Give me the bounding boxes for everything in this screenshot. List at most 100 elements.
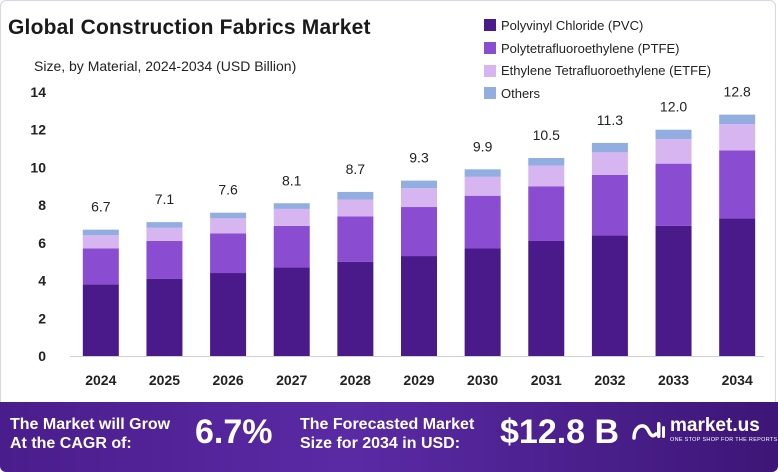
x-tick-label: 2032	[594, 372, 625, 388]
market-us-logo-icon	[632, 422, 665, 440]
summary-banner: The Market will Grow At the CAGR of: 6.7…	[0, 402, 778, 472]
y-tick-label: 10	[30, 159, 46, 175]
x-tick-label: 2031	[531, 372, 562, 388]
bar-segment-pvc	[719, 218, 756, 356]
bar-segment-pvc	[273, 267, 310, 356]
x-tick-label: 2025	[149, 372, 180, 388]
bar-segment-pvc	[146, 278, 183, 356]
forecast-label: The Forecasted Market Size for 2034 in U…	[300, 415, 474, 453]
y-tick-label: 8	[38, 197, 46, 213]
bar-total-label: 9.3	[409, 150, 429, 166]
forecast-value: $12.8 B	[500, 413, 620, 451]
legend-label-pvc: Polyvinyl Chloride (PVC)	[501, 17, 644, 33]
bar-segment-others	[528, 158, 565, 166]
legend-item-pvc: Polyvinyl Chloride (PVC)	[484, 14, 711, 37]
bar-segment-etfe	[210, 218, 247, 234]
cagr-label-line-2: At the CAGR of:	[10, 435, 132, 452]
brand: market.us ONE STOP SHOP FOR THE REPORTS	[630, 416, 778, 444]
x-tick-label: 2034	[722, 372, 753, 388]
bar-segment-etfe	[655, 139, 692, 164]
legend-label-etfe: Ethylene Tetrafluoroethylene (ETFE)	[501, 63, 712, 79]
bar-segment-pvc	[401, 256, 437, 356]
bar-total-label: 7.1	[155, 191, 175, 207]
cagr-value: 6.7%	[195, 413, 273, 451]
bar-segment-others	[401, 180, 437, 189]
chart-subtitle: Size, by Material, 2024-2034 (USD Billio…	[34, 58, 297, 74]
bar-total-label: 9.9	[473, 138, 493, 154]
bar-segment-pvc	[591, 235, 628, 356]
bar-total-label: 8.7	[346, 161, 366, 177]
bar-total-label: 8.1	[282, 172, 302, 188]
legend-item-etfe: Ethylene Tetrafluoroethylene (ETFE)	[484, 59, 711, 82]
legend-swatch-pvc	[484, 19, 496, 32]
brand-name: market.us	[670, 415, 760, 436]
y-tick-label: 14	[30, 84, 46, 100]
legend-swatch-ptfe	[484, 42, 496, 55]
bar-total-label: 12.0	[660, 99, 687, 115]
y-tick-label: 2	[38, 310, 46, 326]
bar-segment-pvc	[655, 225, 692, 356]
x-tick-label: 2029	[403, 372, 434, 388]
y-tick-label: 0	[38, 348, 46, 364]
forecast-label-line-1: The Forecasted Market	[300, 416, 475, 433]
bar-segment-others	[273, 203, 310, 209]
x-tick-label: 2024	[85, 372, 116, 388]
bar-segment-others	[146, 222, 183, 228]
bar-segment-others	[591, 142, 628, 153]
legend-item-others: Others	[484, 82, 711, 105]
bar-segment-etfe	[528, 165, 565, 187]
bar-segment-pvc	[337, 261, 374, 356]
bar-segment-ptfe	[464, 195, 501, 249]
bar-segment-ptfe	[719, 150, 756, 219]
forecast-label-line-2: Size for 2034 in USD:	[300, 435, 461, 452]
x-tick-label: 2028	[340, 372, 371, 388]
bar-total-label: 7.6	[218, 182, 238, 198]
legend-swatch-others	[484, 87, 496, 100]
x-tick-label: 2030	[467, 372, 498, 388]
stacked-bar-chart: 0 2 4 6 8 10 12 14 6.7 2024 7.1 2025 7.6 2026 8.1 2027 8…	[30, 84, 764, 388]
bar-segment-others	[655, 129, 692, 140]
bar-segment-pvc	[528, 240, 565, 356]
bar-segment-etfe	[82, 235, 119, 249]
bar-segment-others	[82, 229, 119, 236]
bar-segment-etfe	[591, 152, 628, 175]
cagr-label: The Market will Grow At the CAGR of:	[10, 415, 170, 453]
bar-segment-ptfe	[337, 216, 374, 262]
bar-total-label: 10.5	[533, 127, 560, 143]
legend-label-others: Others	[501, 85, 541, 101]
y-tick-label: 12	[30, 122, 46, 138]
y-tick-label: 6	[38, 235, 46, 251]
bar-segment-ptfe	[591, 174, 628, 236]
cagr-label-line-1: The Market will Grow	[10, 416, 171, 433]
x-tick-label: 2026	[213, 372, 244, 388]
x-tick-label: 2027	[276, 372, 307, 388]
bar-segment-ptfe	[273, 225, 310, 268]
bar-segment-ptfe	[401, 207, 437, 257]
legend-item-ptfe: Polytetrafluoroethylene (PTFE)	[484, 37, 711, 60]
brand-tagline: ONE STOP SHOP FOR THE REPORTS	[670, 437, 778, 443]
legend-label-ptfe: Polytetrafluoroethylene (PTFE)	[501, 40, 680, 56]
bar-total-label: 12.8	[724, 84, 751, 100]
x-tick-label: 2033	[658, 372, 689, 388]
chart-title: Global Construction Fabrics Market	[8, 16, 371, 39]
bar-segment-etfe	[401, 188, 437, 208]
bar-segment-others	[464, 169, 501, 177]
bar-segment-pvc	[464, 248, 501, 356]
bar-total-label: 11.3	[597, 112, 623, 128]
bar-segment-ptfe	[210, 233, 247, 274]
bar-segment-etfe	[146, 227, 183, 241]
bar-total-label: 6.7	[91, 199, 111, 215]
bar-segment-ptfe	[82, 248, 119, 285]
legend-swatch-etfe	[484, 64, 496, 77]
bar-segment-others	[337, 191, 374, 200]
bar-segment-others	[719, 114, 756, 125]
bar-segment-ptfe	[655, 163, 692, 226]
bar-segment-ptfe	[528, 186, 565, 241]
bar-segment-pvc	[82, 284, 119, 356]
bar-segment-etfe	[464, 176, 501, 196]
bar-segment-ptfe	[146, 240, 183, 279]
bar-segment-etfe	[337, 199, 374, 217]
bar-segment-pvc	[210, 273, 247, 356]
bar-segment-etfe	[719, 124, 756, 151]
y-tick-label: 4	[38, 273, 46, 289]
